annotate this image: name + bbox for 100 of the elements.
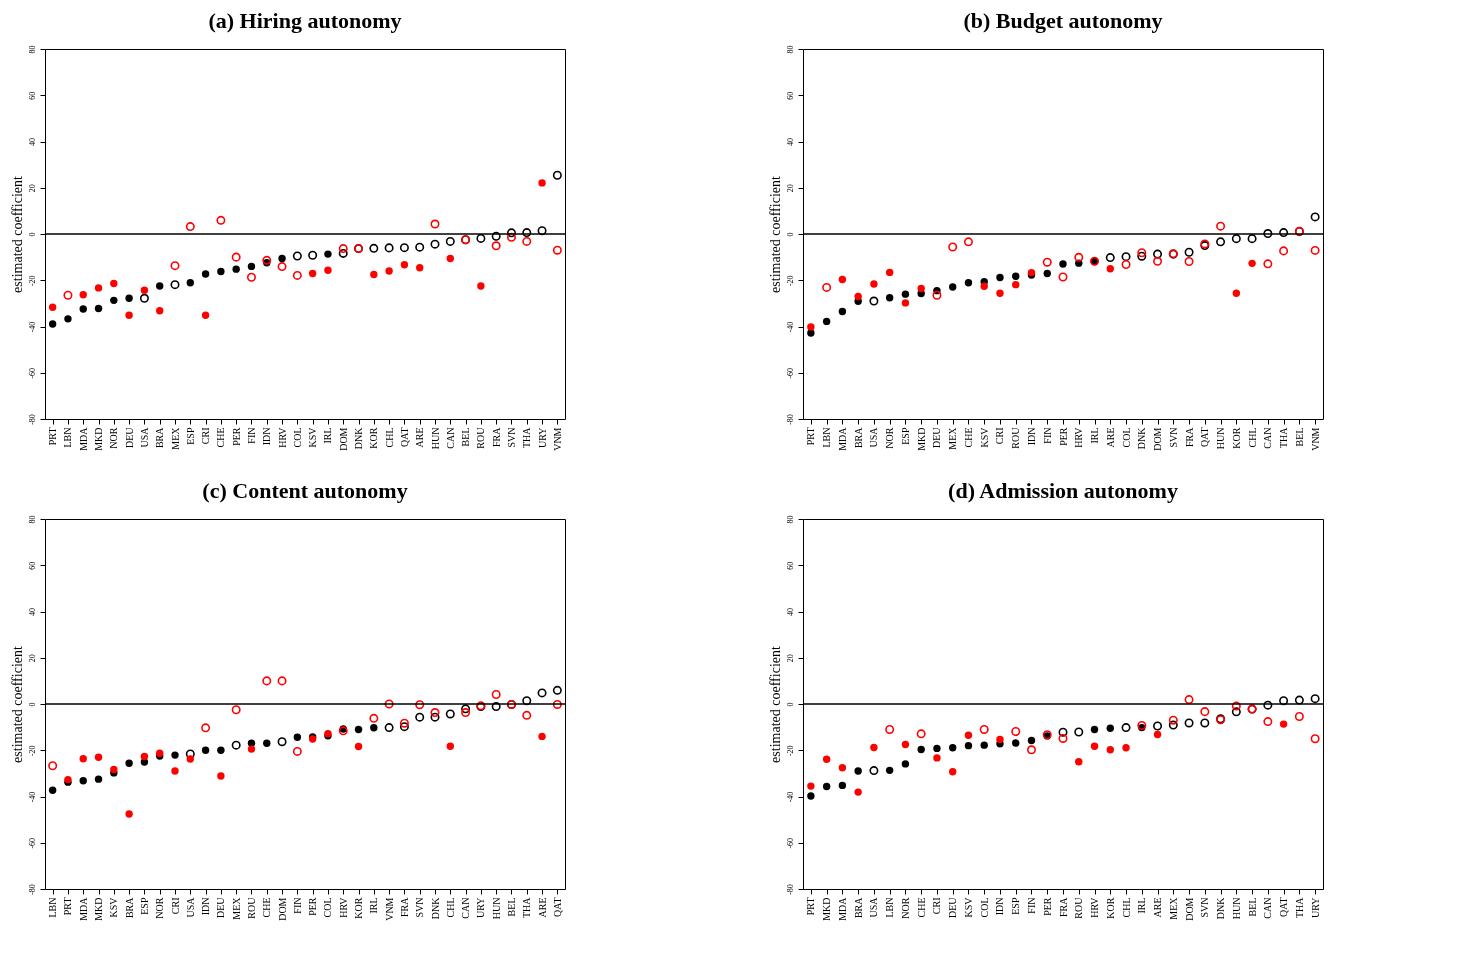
x-tick-label: THA <box>1293 896 1305 919</box>
x-tick-label: CAN <box>1262 897 1274 919</box>
x-tick-label: NOR <box>899 897 911 919</box>
x-tick-label: IRL <box>1089 427 1101 444</box>
x-tick-label: IDN <box>1025 427 1037 446</box>
x-tick-label: HUN <box>1230 897 1242 920</box>
y-axis-title: estimated coefficient <box>767 646 783 763</box>
chart-title: (b) Budget autonomy <box>963 8 1163 33</box>
x-tick-label: USA <box>868 426 880 448</box>
x-tick-label: MDA <box>77 426 89 451</box>
y-tick-label: -40 <box>27 321 37 333</box>
y-tick-label: -40 <box>27 791 37 803</box>
x-tick-label: PER <box>307 897 319 916</box>
y-tick-label: 0 <box>27 232 37 237</box>
x-tick-label: SVN <box>1199 897 1211 918</box>
x-tick-label: ESP <box>1010 897 1022 915</box>
y-tick-label: 20 <box>27 184 37 193</box>
x-tick-label: QAT <box>1199 427 1211 447</box>
x-tick-label: USA <box>868 896 880 918</box>
x-tick-label: MDA <box>77 896 89 921</box>
x-tick-label: CHL <box>383 427 395 448</box>
x-tick-label: IDN <box>261 427 273 446</box>
x-tick-label: PRT <box>62 897 74 916</box>
x-tick-label: MEX <box>230 896 242 920</box>
y-tick-label: 20 <box>785 184 795 193</box>
x-tick-label: PRT <box>805 427 817 446</box>
x-tick-label: HRV <box>276 426 288 448</box>
x-tick-label: USA <box>138 426 150 448</box>
x-tick-label: DEU <box>947 896 959 919</box>
x-tick-label: ROU <box>245 896 257 919</box>
y-tick-label: -80 <box>785 414 795 425</box>
y-tick-label: 60 <box>27 91 37 100</box>
x-tick-label: PRT <box>805 897 817 916</box>
x-tick-label: DNK <box>1215 896 1227 920</box>
x-tick-label: PRT <box>47 427 59 446</box>
x-tick-label: ROU <box>1073 896 1085 919</box>
x-tick-label: MDA <box>836 426 848 451</box>
y-tick-label: 60 <box>785 561 795 570</box>
y-tick-label: -40 <box>785 321 795 333</box>
x-tick-label: USA <box>184 896 196 918</box>
y-tick-label: 60 <box>785 91 795 100</box>
x-tick-label: ROU <box>1010 426 1022 449</box>
x-tick-label: DNK <box>1136 426 1148 450</box>
x-tick-label: URY <box>475 897 487 919</box>
y-tick-label: 40 <box>785 608 795 616</box>
x-tick-label: IDN <box>994 897 1006 916</box>
chart-title: (c) Content autonomy <box>202 478 408 503</box>
x-tick-label: BRA <box>123 896 135 919</box>
x-tick-label: LBN <box>47 897 59 918</box>
x-tick-label: BRA <box>154 426 166 449</box>
x-tick-label: ESP <box>899 427 911 445</box>
x-tick-label: CAN <box>1262 427 1274 449</box>
x-tick-label: CAN <box>460 897 472 919</box>
x-tick-label: ARE <box>1104 427 1116 448</box>
y-tick-label: 80 <box>27 515 37 524</box>
x-tick-label: BEL <box>460 427 472 447</box>
x-tick-label: QAT <box>398 427 410 447</box>
y-tick-label: 0 <box>785 702 795 707</box>
y-tick-label: -60 <box>27 837 37 849</box>
x-tick-label: KOR <box>368 427 380 449</box>
x-tick-label: KSV <box>962 896 974 918</box>
x-tick-label: BRA <box>852 426 864 449</box>
y-tick-label: 20 <box>785 654 795 663</box>
x-tick-label: NOR <box>154 897 166 919</box>
x-tick-label: ARE <box>536 897 548 918</box>
x-tick-label: KOR <box>1230 427 1242 449</box>
x-tick-label: ARE <box>414 427 426 448</box>
y-axis-title: estimated coefficient <box>9 176 25 293</box>
x-tick-label: CHL <box>444 897 456 918</box>
y-tick-label: 0 <box>785 232 795 237</box>
x-tick-label: KSV <box>108 896 120 918</box>
x-tick-label: CHL <box>1246 427 1258 448</box>
y-tick-label: -20 <box>27 745 37 757</box>
x-tick-label: VNM <box>551 427 563 451</box>
x-tick-label: KOR <box>353 897 365 919</box>
x-tick-label: IDN <box>200 897 212 916</box>
y-tick-label: -80 <box>785 884 795 895</box>
x-tick-label: CHL <box>1120 897 1132 918</box>
y-axis-title: estimated coefficient <box>9 646 25 763</box>
x-tick-label: FIN <box>291 897 303 914</box>
x-tick-label: FRA <box>398 896 410 917</box>
x-tick-label: CRI <box>994 427 1006 445</box>
x-tick-label: QAT <box>1278 897 1290 917</box>
x-tick-label: LBN <box>821 427 833 448</box>
x-tick-label: CRI <box>200 427 212 445</box>
x-tick-label: SVN <box>505 427 517 448</box>
x-tick-label: BEL <box>1246 897 1258 917</box>
x-tick-label: URY <box>536 427 548 449</box>
x-tick-label: ESP <box>138 897 150 915</box>
y-tick-label: 40 <box>785 138 795 146</box>
x-tick-label: HUN <box>1215 427 1227 450</box>
x-tick-label: FRA <box>1183 426 1195 447</box>
y-tick-label: 80 <box>785 515 795 524</box>
x-tick-label: HRV <box>1073 426 1085 448</box>
x-tick-label: DEU <box>931 426 943 449</box>
x-tick-label: FIN <box>245 427 257 444</box>
x-tick-label: HRV <box>337 896 349 918</box>
y-tick-label: 40 <box>27 608 37 616</box>
x-tick-label: PER <box>1057 427 1069 446</box>
x-tick-label: DOM <box>1152 427 1164 451</box>
